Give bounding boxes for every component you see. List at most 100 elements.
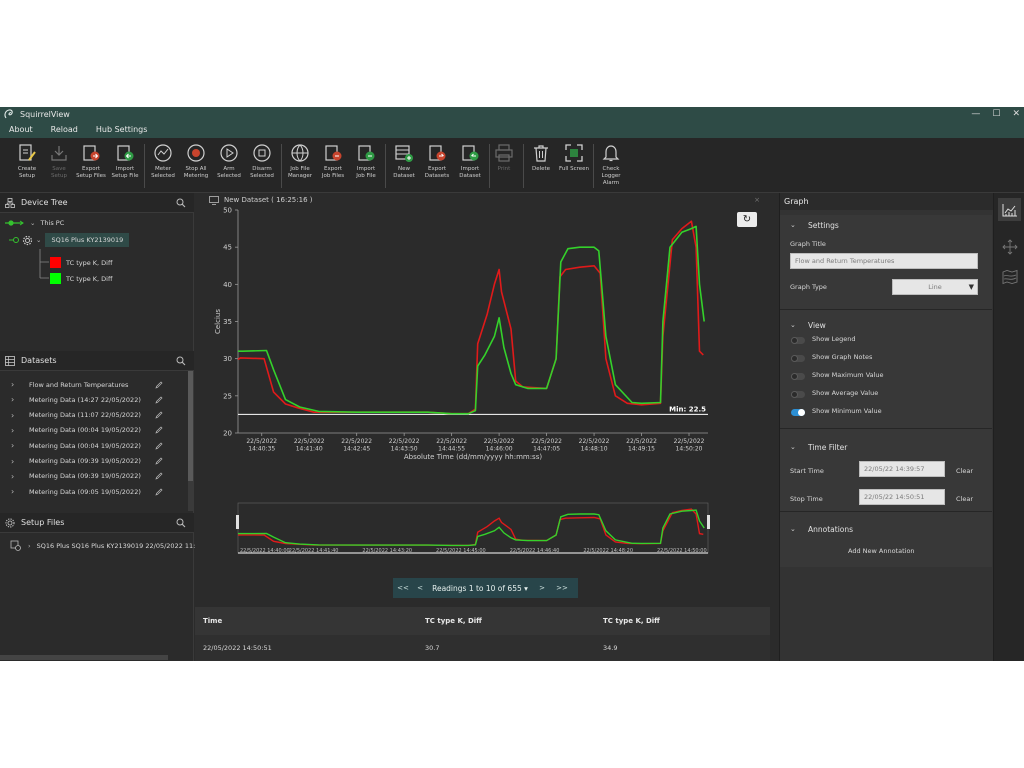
minimize-icon[interactable]: — xyxy=(971,109,981,119)
search-icon[interactable] xyxy=(176,518,186,528)
view-section-header[interactable]: ⌄ View xyxy=(780,317,992,333)
dataset-item[interactable]: › Metering Data (09:39 19/05/2022) xyxy=(0,469,186,484)
save-setup-button[interactable]: Save Setup xyxy=(42,143,76,180)
overview-series-2 xyxy=(238,509,705,547)
dataset-item[interactable]: › Flow and Return Temperatures xyxy=(0,377,186,392)
column-header-channel-2[interactable]: TC type K, Diff xyxy=(603,617,660,625)
column-header-channel-1[interactable]: TC type K, Diff xyxy=(425,617,482,625)
export-datasets-button[interactable]: Export Datasets xyxy=(420,143,454,180)
export-job-files-button[interactable]: Export Job Files xyxy=(316,143,350,180)
settings-section-header[interactable]: ⌄ Settings xyxy=(780,217,992,233)
tree-node-this-pc[interactable]: ⌄ This PC xyxy=(4,218,64,228)
clear-start-time-button[interactable]: Clear xyxy=(956,467,973,475)
x-tick-label: 22/5/2022 14:47:05 xyxy=(531,438,562,453)
map-tool-tab[interactable] xyxy=(998,265,1021,288)
y-tick-label: 25 xyxy=(223,392,232,400)
graph-title-input[interactable]: Flow and Return Temperatures xyxy=(790,253,978,269)
import-dataset-button[interactable]: Import Dataset xyxy=(453,143,487,180)
export-setup-files-button[interactable]: Export Setup Files xyxy=(74,143,108,180)
import-setup-file-button[interactable]: Import Setup File xyxy=(108,143,142,180)
squirrel-logo-icon xyxy=(4,109,13,119)
move-tool-tab[interactable] xyxy=(998,235,1021,258)
range-handle-left[interactable] xyxy=(236,515,239,529)
dataset-item[interactable]: › Metering Data (14:27 22/05/2022) xyxy=(0,392,186,407)
edit-pencil-icon[interactable] xyxy=(155,396,163,404)
dataset-item[interactable]: › Metering Data (11:07 22/05/2022) xyxy=(0,408,186,423)
dataset-item[interactable]: › Metering Data (09:39 19/05/2022) xyxy=(0,454,186,469)
toggle-switch[interactable] xyxy=(791,391,805,398)
dataset-scrollbar[interactable] xyxy=(188,371,193,511)
export-datasets-icon xyxy=(429,145,446,161)
edit-pencil-icon[interactable] xyxy=(155,442,163,450)
arm-selected-button[interactable]: Arm Selected xyxy=(212,143,246,180)
toolbar-button-label: Delete xyxy=(531,166,551,172)
stop-time-input[interactable]: 22/05/22 14:50:51 xyxy=(859,489,945,505)
datasets-title: Datasets xyxy=(21,356,57,365)
tree-node-channel-1[interactable]: TC type K, Diff xyxy=(50,257,112,268)
edit-pencil-icon[interactable] xyxy=(155,411,163,419)
channel-color-swatch xyxy=(50,273,61,284)
cell-time: 22/05/2022 14:50:51 xyxy=(203,644,272,652)
import-job-file-button[interactable]: Import Job File xyxy=(349,143,383,180)
toolbar-separator xyxy=(385,144,386,188)
dataset-item[interactable]: › Metering Data (00:04 19/05/2022) xyxy=(0,438,186,453)
delete-button[interactable]: Delete xyxy=(524,143,558,173)
column-header-time[interactable]: Time xyxy=(203,617,223,625)
annotations-section-header[interactable]: ⌄ Annotations xyxy=(780,521,992,537)
range-handle-right[interactable] xyxy=(707,515,710,529)
first-page-button[interactable]: << xyxy=(397,584,409,592)
tree-node-channel-2[interactable]: TC type K, Diff xyxy=(50,273,112,284)
edit-pencil-icon[interactable] xyxy=(155,457,163,465)
search-icon[interactable] xyxy=(176,198,186,208)
graph-settings-tab[interactable] xyxy=(998,198,1021,221)
document-tab[interactable]: New Dataset ( 16:25:16 ) × xyxy=(195,193,770,207)
menu-hub-settings[interactable]: Hub Settings xyxy=(95,125,148,134)
bell-button[interactable]: Check Logger Alarm xyxy=(594,143,628,187)
close-icon[interactable]: ✕ xyxy=(1012,109,1020,119)
disarm-selected-button[interactable]: Disarm Selected xyxy=(245,143,279,180)
start-time-input[interactable]: 22/05/22 14:39:57 xyxy=(859,461,945,477)
clear-stop-time-button[interactable]: Clear xyxy=(956,495,973,503)
menu-about[interactable]: About xyxy=(9,125,33,134)
job-file-manager-button[interactable]: Job File Manager xyxy=(283,143,317,180)
new-dataset-button[interactable]: New Dataset xyxy=(387,143,421,180)
horizontal-scrollbar[interactable] xyxy=(0,655,168,660)
create-setup-button[interactable]: Create Setup xyxy=(10,143,44,180)
print-button[interactable]: Print xyxy=(487,143,521,173)
next-page-button[interactable]: > xyxy=(539,584,545,592)
job-file-manager-icon xyxy=(291,144,309,162)
edit-pencil-icon[interactable] xyxy=(155,472,163,480)
toggle-switch[interactable] xyxy=(791,355,805,362)
graph-type-select[interactable]: Line ▼ xyxy=(892,279,978,295)
tree-node-device[interactable]: ⌄ SQ16 Plus KY2139019 xyxy=(8,233,130,247)
table-row[interactable]: 22/05/2022 14:50:51 30.7 34.9 xyxy=(195,635,770,661)
edit-pencil-icon[interactable] xyxy=(155,488,163,496)
menu-reload[interactable]: Reload xyxy=(50,125,78,134)
time-filter-section-header[interactable]: ⌄ Time Filter xyxy=(780,439,992,455)
meter-selected-button[interactable]: Meter Selected xyxy=(146,143,180,180)
x-axis-title: Absolute Time (dd/mm/yyyy hh:mm:ss) xyxy=(404,453,542,461)
edit-pencil-icon[interactable] xyxy=(155,381,163,389)
search-icon[interactable] xyxy=(176,356,186,366)
maximize-icon[interactable]: ☐ xyxy=(992,109,1001,119)
full-screen-button[interactable]: Full Screen xyxy=(557,143,591,173)
overview-chart[interactable]: 22/5/2022 14:40:00 22/5/2022 14:41:40 22/5… xyxy=(195,501,770,573)
last-page-button[interactable]: >> xyxy=(556,584,568,592)
dataset-item[interactable]: › Metering Data (09:05 19/05/2022) xyxy=(0,484,186,499)
edit-pencil-icon[interactable] xyxy=(155,426,163,434)
add-annotation-button[interactable]: Add New Annotation xyxy=(848,547,915,555)
refresh-button[interactable]: ↻ xyxy=(737,212,757,227)
toggle-switch[interactable] xyxy=(791,409,805,416)
toolbar-button-label: Meter Selected xyxy=(151,166,175,179)
gear-icon[interactable] xyxy=(22,235,33,246)
close-tab-icon[interactable]: × xyxy=(754,196,760,204)
toggle-switch[interactable] xyxy=(791,373,805,380)
setup-file-label: SQ16 Plus SQ16 Plus KY2139019 22/05/2022… xyxy=(36,541,200,550)
toggle-switch[interactable] xyxy=(791,337,805,344)
chevron-right-icon: › xyxy=(28,541,31,550)
stop-all-metering-button[interactable]: Stop All Metering xyxy=(179,143,213,180)
page-select[interactable]: Readings 1 to 10 of 655 ▾ xyxy=(432,583,528,593)
dataset-item[interactable]: › Metering Data (00:04 19/05/2022) xyxy=(0,423,186,438)
previous-page-button[interactable]: < xyxy=(417,584,423,592)
setup-file-item[interactable]: › SQ16 Plus SQ16 Plus KY2139019 22/05/20… xyxy=(10,540,200,551)
